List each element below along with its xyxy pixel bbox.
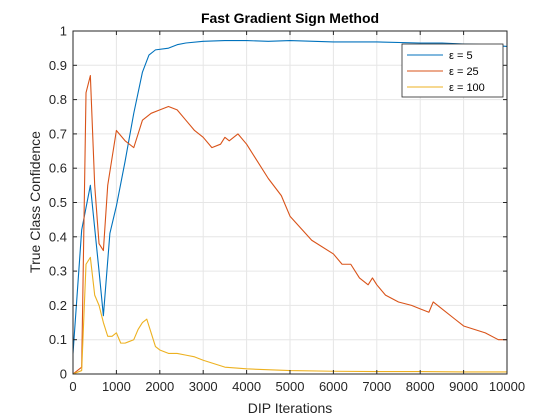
- y-tick-label: 0.3: [49, 264, 67, 279]
- y-tick-label: 0.9: [49, 58, 67, 73]
- y-tick-label: 0.2: [49, 298, 67, 313]
- y-tick-label: 0.1: [49, 332, 67, 347]
- legend: ε = 5 ε = 25 ε = 100: [402, 44, 503, 97]
- chart-title: Fast Gradient Sign Method: [201, 10, 379, 26]
- legend-label-1: ε = 5: [449, 50, 473, 62]
- x-tick-label: 10000: [489, 379, 525, 394]
- x-axis-label: DIP Iterations: [248, 400, 333, 416]
- x-tick-label: 7000: [362, 379, 391, 394]
- x-tick-label: 1000: [102, 379, 131, 394]
- x-tick-label: 6000: [319, 379, 348, 394]
- y-tick-label: 0.7: [49, 126, 67, 141]
- x-tick-label: 3000: [189, 379, 218, 394]
- y-tick-label: 0.5: [49, 195, 67, 210]
- x-tick-label: 4000: [232, 379, 261, 394]
- x-tick-label: 5000: [276, 379, 305, 394]
- legend-label-2: ε = 25: [449, 66, 479, 78]
- y-tick-label: 0.8: [49, 92, 67, 107]
- x-tick-label: 0: [69, 379, 76, 394]
- y-tick-label: 1: [60, 24, 67, 39]
- y-tick-label: 0: [60, 367, 67, 382]
- x-tick-label: 9000: [449, 379, 478, 394]
- legend-label-3: ε = 100: [449, 82, 485, 94]
- x-tick-label: 2000: [145, 379, 174, 394]
- y-tick-label: 0.6: [49, 161, 67, 176]
- y-tick-label: 0.4: [49, 229, 67, 244]
- y-axis-label: True Class Confidence: [27, 131, 43, 273]
- x-tick-label: 8000: [406, 379, 435, 394]
